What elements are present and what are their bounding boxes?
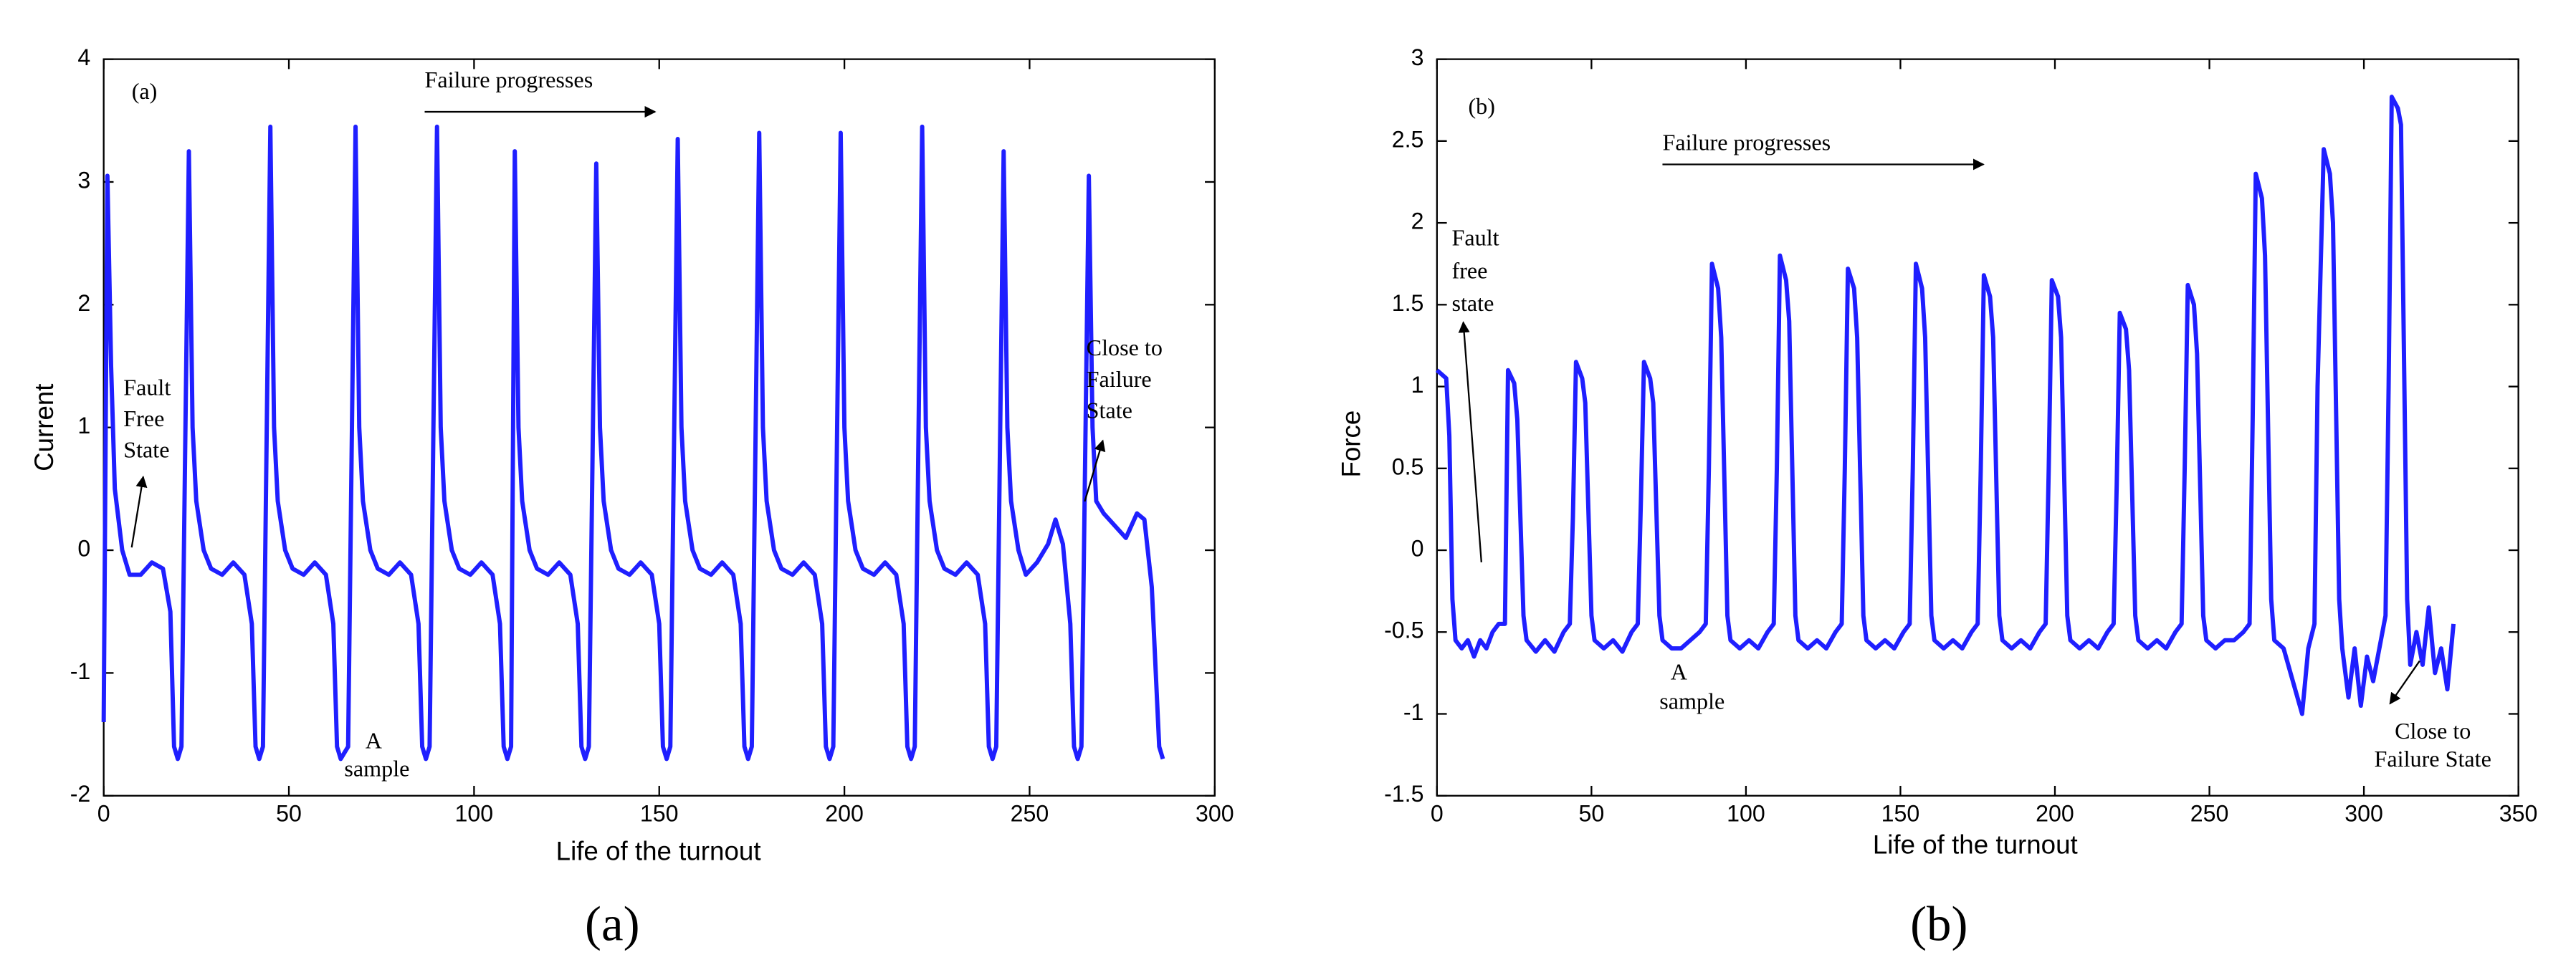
y-tick-label: 2.5 <box>1392 126 1424 152</box>
y-axis-label: Force <box>1336 410 1365 478</box>
x-tick-label: 350 <box>2499 801 2538 827</box>
y-tick-label: 1 <box>1411 372 1424 398</box>
annotation: state <box>1452 290 1494 316</box>
y-tick-label: -0.5 <box>1384 618 1423 643</box>
y-tick-label: -1.5 <box>1384 781 1423 807</box>
x-tick-label: 150 <box>1881 801 1920 827</box>
data-line <box>101 124 1165 762</box>
x-tick-label: 100 <box>1727 801 1765 827</box>
annotation: Failure progresses <box>1662 129 1831 155</box>
x-tick-label: 100 <box>455 801 494 827</box>
y-tick-label: 0 <box>77 536 90 562</box>
annotation: A <box>366 728 382 754</box>
y-tick-label: -2 <box>70 781 91 807</box>
x-tick-label: 200 <box>825 801 864 827</box>
y-tick-label: 2 <box>1411 208 1424 234</box>
y-tick-label: -1 <box>70 658 91 684</box>
y-tick-label: 1.5 <box>1392 290 1424 316</box>
annotation: State <box>123 436 169 462</box>
x-tick-label: 200 <box>2036 801 2074 827</box>
chart: 0 50 100 150 200 250 300 -2 -1 0 1 2 3 4 Life of the t… <box>29 44 1234 951</box>
x-tick-label: 0 <box>97 801 110 827</box>
annotation: A <box>1671 658 1687 684</box>
annotation: sample <box>344 756 409 782</box>
x-tick-label: 300 <box>1196 801 1234 827</box>
x-tick-label: 300 <box>2344 801 2383 827</box>
annotation: Fault <box>123 374 171 400</box>
annotation: Close to <box>1087 335 1163 360</box>
annotation: Free <box>123 405 164 431</box>
panel-label: (b) <box>1468 93 1494 119</box>
annotation: free <box>1452 257 1488 283</box>
x-tick-label: 50 <box>276 801 302 827</box>
y-tick-label: 4 <box>77 44 90 70</box>
caption: (a) <box>585 896 639 951</box>
annotation-arrow <box>130 475 148 548</box>
y-tick-label: 1 <box>77 413 90 438</box>
x-tick-label: 150 <box>640 801 679 827</box>
annotation: State <box>1087 397 1132 423</box>
x-axis-label: Life of the turnout <box>1873 830 2078 860</box>
x-tick-label: 0 <box>1431 801 1444 827</box>
annotation: sample <box>1659 688 1725 714</box>
annotation: Failure State <box>2375 746 2491 772</box>
caption: (b) <box>1910 896 1967 951</box>
annotation: Failure <box>1087 366 1152 392</box>
y-tick-label: 2 <box>77 290 90 316</box>
annotation-arrow <box>1084 439 1106 502</box>
chart: 0 50 100 150 200 250 300 350 -1.5 -1 -0.5 0 0.5 1 1.5 2… <box>1336 44 2537 951</box>
panel-label: (a) <box>132 78 158 104</box>
x-tick-label: 250 <box>1011 801 1049 827</box>
y-tick-label: 3 <box>77 167 90 193</box>
annotation-arrow <box>2389 660 2420 705</box>
y-tick-label: 0 <box>1411 536 1424 562</box>
y-axis-label: Current <box>29 383 59 471</box>
plot-frame <box>1436 58 2519 797</box>
annotation: Close to <box>2395 718 2471 744</box>
x-axis-label: Life of the turnout <box>556 837 761 866</box>
y-tick-label: -1 <box>1403 699 1424 725</box>
x-tick-label: 50 <box>1579 801 1605 827</box>
annotation-arrow <box>1458 321 1482 562</box>
annotation: Failure progresses <box>424 67 593 92</box>
annotation: Fault <box>1452 224 1499 250</box>
y-tick-label: 3 <box>1411 44 1424 70</box>
x-tick-label: 250 <box>2190 801 2229 827</box>
y-tick-label: 0.5 <box>1392 453 1424 479</box>
data-line <box>1435 95 2456 716</box>
